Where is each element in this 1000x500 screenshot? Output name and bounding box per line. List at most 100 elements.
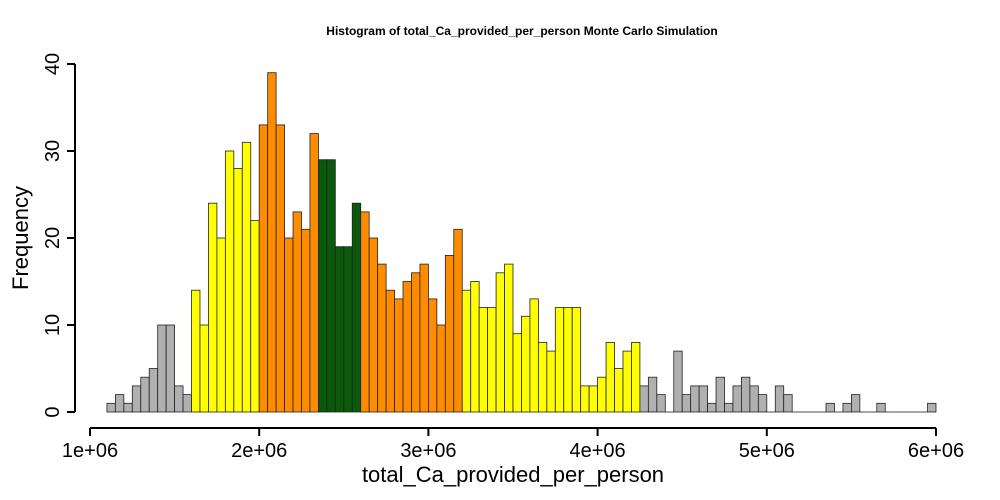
histogram-bar	[631, 341, 641, 413]
histogram-bar	[605, 341, 615, 413]
histogram-bar	[114, 394, 125, 413]
histogram-bar	[394, 298, 404, 413]
histogram-bar	[292, 211, 302, 413]
histogram-bar	[191, 289, 201, 413]
histogram-bar	[774, 385, 785, 413]
histogram-bar	[495, 272, 505, 413]
x-axis-label: total_Ca_provided_per_person	[362, 462, 664, 487]
histogram-bar	[318, 159, 328, 413]
histogram-bar	[698, 385, 708, 413]
histogram-bars	[106, 72, 937, 413]
histogram-bar	[140, 376, 150, 413]
histogram-bar	[715, 376, 725, 413]
histogram-bar	[419, 263, 429, 413]
x-tick-label: 1e+06	[62, 440, 118, 462]
histogram-bar	[504, 263, 514, 413]
histogram-bar	[580, 385, 590, 413]
y-tick-label: 0	[42, 406, 64, 417]
histogram-bar	[377, 263, 387, 413]
histogram-bar	[174, 385, 184, 413]
histogram-bar	[842, 402, 852, 413]
histogram-bar	[554, 307, 565, 413]
histogram-bar	[622, 350, 632, 413]
histogram-bar	[597, 376, 607, 413]
histogram-bar	[681, 394, 692, 413]
histogram-bar	[588, 385, 599, 413]
histogram-bar	[385, 289, 395, 413]
histogram-bar	[351, 202, 362, 413]
histogram-bar	[614, 368, 624, 413]
histogram-bar	[783, 394, 793, 413]
histogram-bar	[402, 281, 412, 413]
x-tick-label: 2e+06	[231, 440, 287, 462]
histogram-bar	[825, 402, 835, 413]
histogram-bar	[521, 315, 531, 413]
histogram-bar	[927, 402, 937, 413]
histogram-bar	[757, 394, 768, 413]
histogram-bar	[656, 394, 666, 413]
histogram-bar	[250, 220, 260, 413]
histogram-bar	[275, 124, 285, 413]
histogram-bar	[208, 202, 218, 413]
histogram-bar	[334, 246, 345, 413]
histogram-bar	[199, 324, 209, 413]
histogram-bar	[563, 307, 573, 413]
histogram-bar	[453, 228, 463, 413]
histogram-bar	[233, 167, 243, 413]
histogram-bar	[301, 228, 311, 413]
histogram-bar	[537, 341, 548, 413]
histogram-bar	[131, 385, 142, 413]
histogram-bar	[673, 350, 683, 413]
histogram-bar	[224, 150, 235, 413]
histogram-bar	[165, 324, 175, 413]
histogram-bar	[546, 350, 556, 413]
y-tick-label: 30	[42, 140, 64, 162]
histogram-bar	[267, 72, 277, 413]
histogram-bar	[749, 385, 759, 413]
y-axis-label: Frequency	[8, 186, 33, 290]
histogram-bar	[258, 124, 269, 413]
x-axis: 1e+06 2e+06 3e+06 4e+06 5e+06 6e+06	[62, 427, 964, 462]
histogram-bar	[360, 211, 370, 413]
x-tick-label: 4e+06	[570, 440, 626, 462]
y-axis: 0 10 20 30 40	[42, 53, 76, 418]
histogram-bar	[436, 324, 446, 413]
histogram-bar	[182, 394, 192, 413]
y-tick-label: 40	[42, 53, 64, 75]
histogram-bar	[123, 402, 133, 413]
y-tick-label: 20	[42, 227, 64, 249]
histogram-bar	[157, 324, 167, 413]
histogram-bar	[571, 307, 582, 413]
histogram-bar	[444, 254, 455, 413]
y-tick-label: 10	[42, 314, 64, 336]
histogram-bar	[478, 307, 489, 413]
histogram-bar	[427, 298, 438, 413]
histogram-bar	[241, 141, 252, 413]
chart-title: Histogram of total_Ca_provided_per_perso…	[326, 24, 717, 38]
x-tick-label: 5e+06	[739, 440, 795, 462]
histogram-bar	[461, 289, 472, 413]
histogram-bar	[343, 246, 353, 413]
histogram-bar	[529, 298, 539, 413]
histogram-bar	[411, 272, 421, 413]
histogram-bar	[647, 376, 658, 413]
histogram-bar	[309, 133, 319, 413]
histogram-bar	[732, 385, 742, 413]
histogram-bar	[470, 281, 480, 413]
histogram-bar	[487, 307, 497, 413]
histogram-bar	[707, 402, 717, 413]
histogram-bar	[851, 394, 861, 413]
histogram-bar	[368, 237, 379, 413]
histogram-bar	[284, 237, 294, 413]
histogram-bar	[106, 402, 116, 413]
histogram-bar	[639, 385, 649, 413]
histogram-bar	[326, 159, 336, 413]
histogram-bar	[724, 402, 734, 413]
histogram-bar	[216, 237, 226, 413]
histogram-bar	[741, 376, 751, 413]
x-tick-label: 3e+06	[400, 440, 456, 462]
histogram-bar	[690, 385, 700, 413]
histogram-bar	[876, 402, 886, 413]
histogram-bar	[148, 368, 159, 413]
